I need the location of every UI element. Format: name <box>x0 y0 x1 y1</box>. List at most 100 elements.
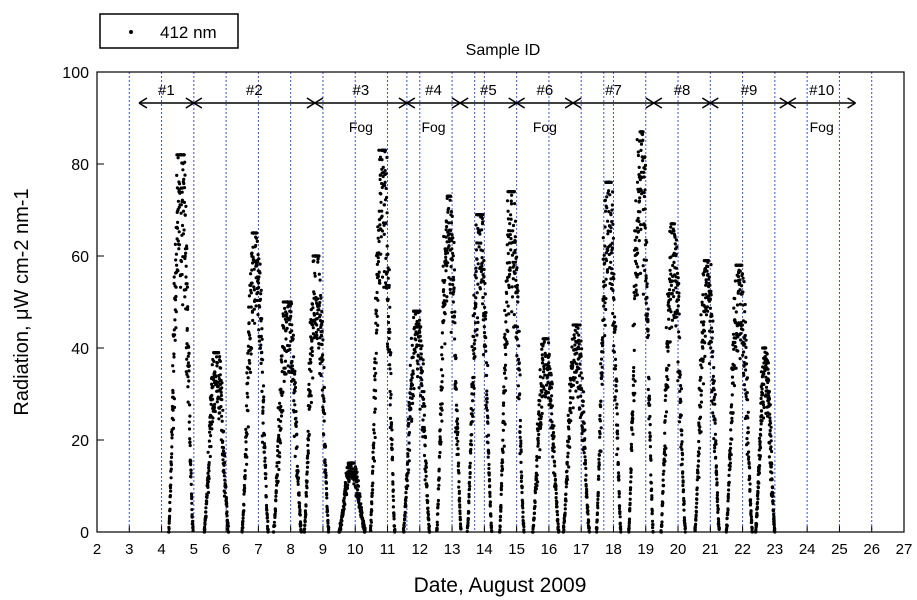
data-point <box>660 523 664 527</box>
data-point <box>293 369 297 373</box>
data-point <box>695 492 699 496</box>
data-point <box>615 452 619 457</box>
data-point <box>210 382 214 386</box>
data-point <box>471 414 475 418</box>
data-point <box>701 293 705 297</box>
data-point <box>180 223 185 228</box>
data-point <box>636 272 640 277</box>
data-point <box>290 359 294 364</box>
data-point <box>743 342 747 346</box>
data-point <box>425 484 429 488</box>
data-point <box>664 410 669 414</box>
data-point <box>613 395 617 399</box>
data-point <box>522 522 526 526</box>
data-point <box>451 251 455 255</box>
x-tick-label: 26 <box>863 541 880 558</box>
data-point <box>258 305 262 309</box>
data-point <box>609 260 613 264</box>
data-point <box>487 462 491 467</box>
x-tick-label: 3 <box>125 541 133 558</box>
data-point <box>418 330 422 334</box>
data-point <box>469 447 473 452</box>
data-point <box>568 389 572 393</box>
data-point <box>321 408 325 412</box>
data-point <box>500 464 504 468</box>
x-tick-label: 19 <box>637 541 654 558</box>
data-point <box>716 517 721 521</box>
data-point <box>204 506 208 510</box>
data-point <box>769 439 773 443</box>
data-point <box>577 342 581 346</box>
data-point <box>168 507 172 511</box>
data-point <box>186 375 190 379</box>
data-point <box>169 489 173 493</box>
data-point <box>538 399 542 403</box>
data-point <box>764 346 768 350</box>
data-point <box>373 357 377 361</box>
data-point <box>483 317 488 321</box>
data-point <box>771 499 775 503</box>
data-point <box>521 519 525 523</box>
data-point <box>605 195 609 199</box>
data-point <box>682 502 686 506</box>
data-point <box>636 150 640 154</box>
data-point <box>415 319 419 324</box>
data-point <box>317 303 321 307</box>
data-point <box>755 513 759 517</box>
data-point <box>517 397 521 401</box>
data-point <box>445 295 449 299</box>
data-point <box>627 517 632 521</box>
data-point <box>544 383 549 387</box>
data-point <box>578 362 582 366</box>
data-point <box>708 319 712 323</box>
data-point <box>188 443 192 448</box>
data-point <box>742 383 747 387</box>
data-point <box>768 441 772 445</box>
data-point <box>470 420 474 424</box>
data-point <box>388 363 392 367</box>
data-point <box>387 348 392 352</box>
x-tick-label: 2 <box>93 541 101 558</box>
data-point <box>476 282 480 286</box>
x-tick-label: 15 <box>508 541 525 558</box>
data-point <box>449 228 453 232</box>
data-point <box>507 312 511 316</box>
data-point <box>241 516 245 520</box>
data-point <box>177 230 181 234</box>
data-point <box>259 292 263 296</box>
data-point <box>565 482 569 486</box>
data-point <box>467 510 471 514</box>
data-point <box>273 509 278 513</box>
data-point <box>313 271 317 275</box>
data-point <box>673 242 677 246</box>
data-point <box>564 485 568 489</box>
data-point <box>488 494 492 498</box>
data-point <box>636 265 640 269</box>
data-point <box>456 447 460 451</box>
data-point <box>519 479 524 483</box>
data-point <box>473 321 478 325</box>
data-point <box>704 283 708 287</box>
data-point <box>643 167 647 171</box>
data-point <box>603 323 607 327</box>
data-point <box>263 459 267 463</box>
data-point <box>679 387 684 391</box>
data-point <box>260 370 264 374</box>
data-point <box>682 499 686 503</box>
data-point <box>671 288 676 292</box>
data-point <box>382 203 387 207</box>
data-point <box>296 479 300 484</box>
data-point <box>391 498 396 502</box>
data-point <box>251 255 255 259</box>
data-point <box>245 371 249 375</box>
data-point <box>567 437 572 441</box>
data-point <box>472 293 476 297</box>
data-point <box>709 340 714 344</box>
data-point <box>278 438 282 442</box>
data-point <box>211 378 216 382</box>
data-point <box>515 255 519 259</box>
data-point <box>175 226 180 230</box>
data-point <box>518 435 522 439</box>
data-point <box>249 272 253 276</box>
data-point <box>515 286 519 290</box>
